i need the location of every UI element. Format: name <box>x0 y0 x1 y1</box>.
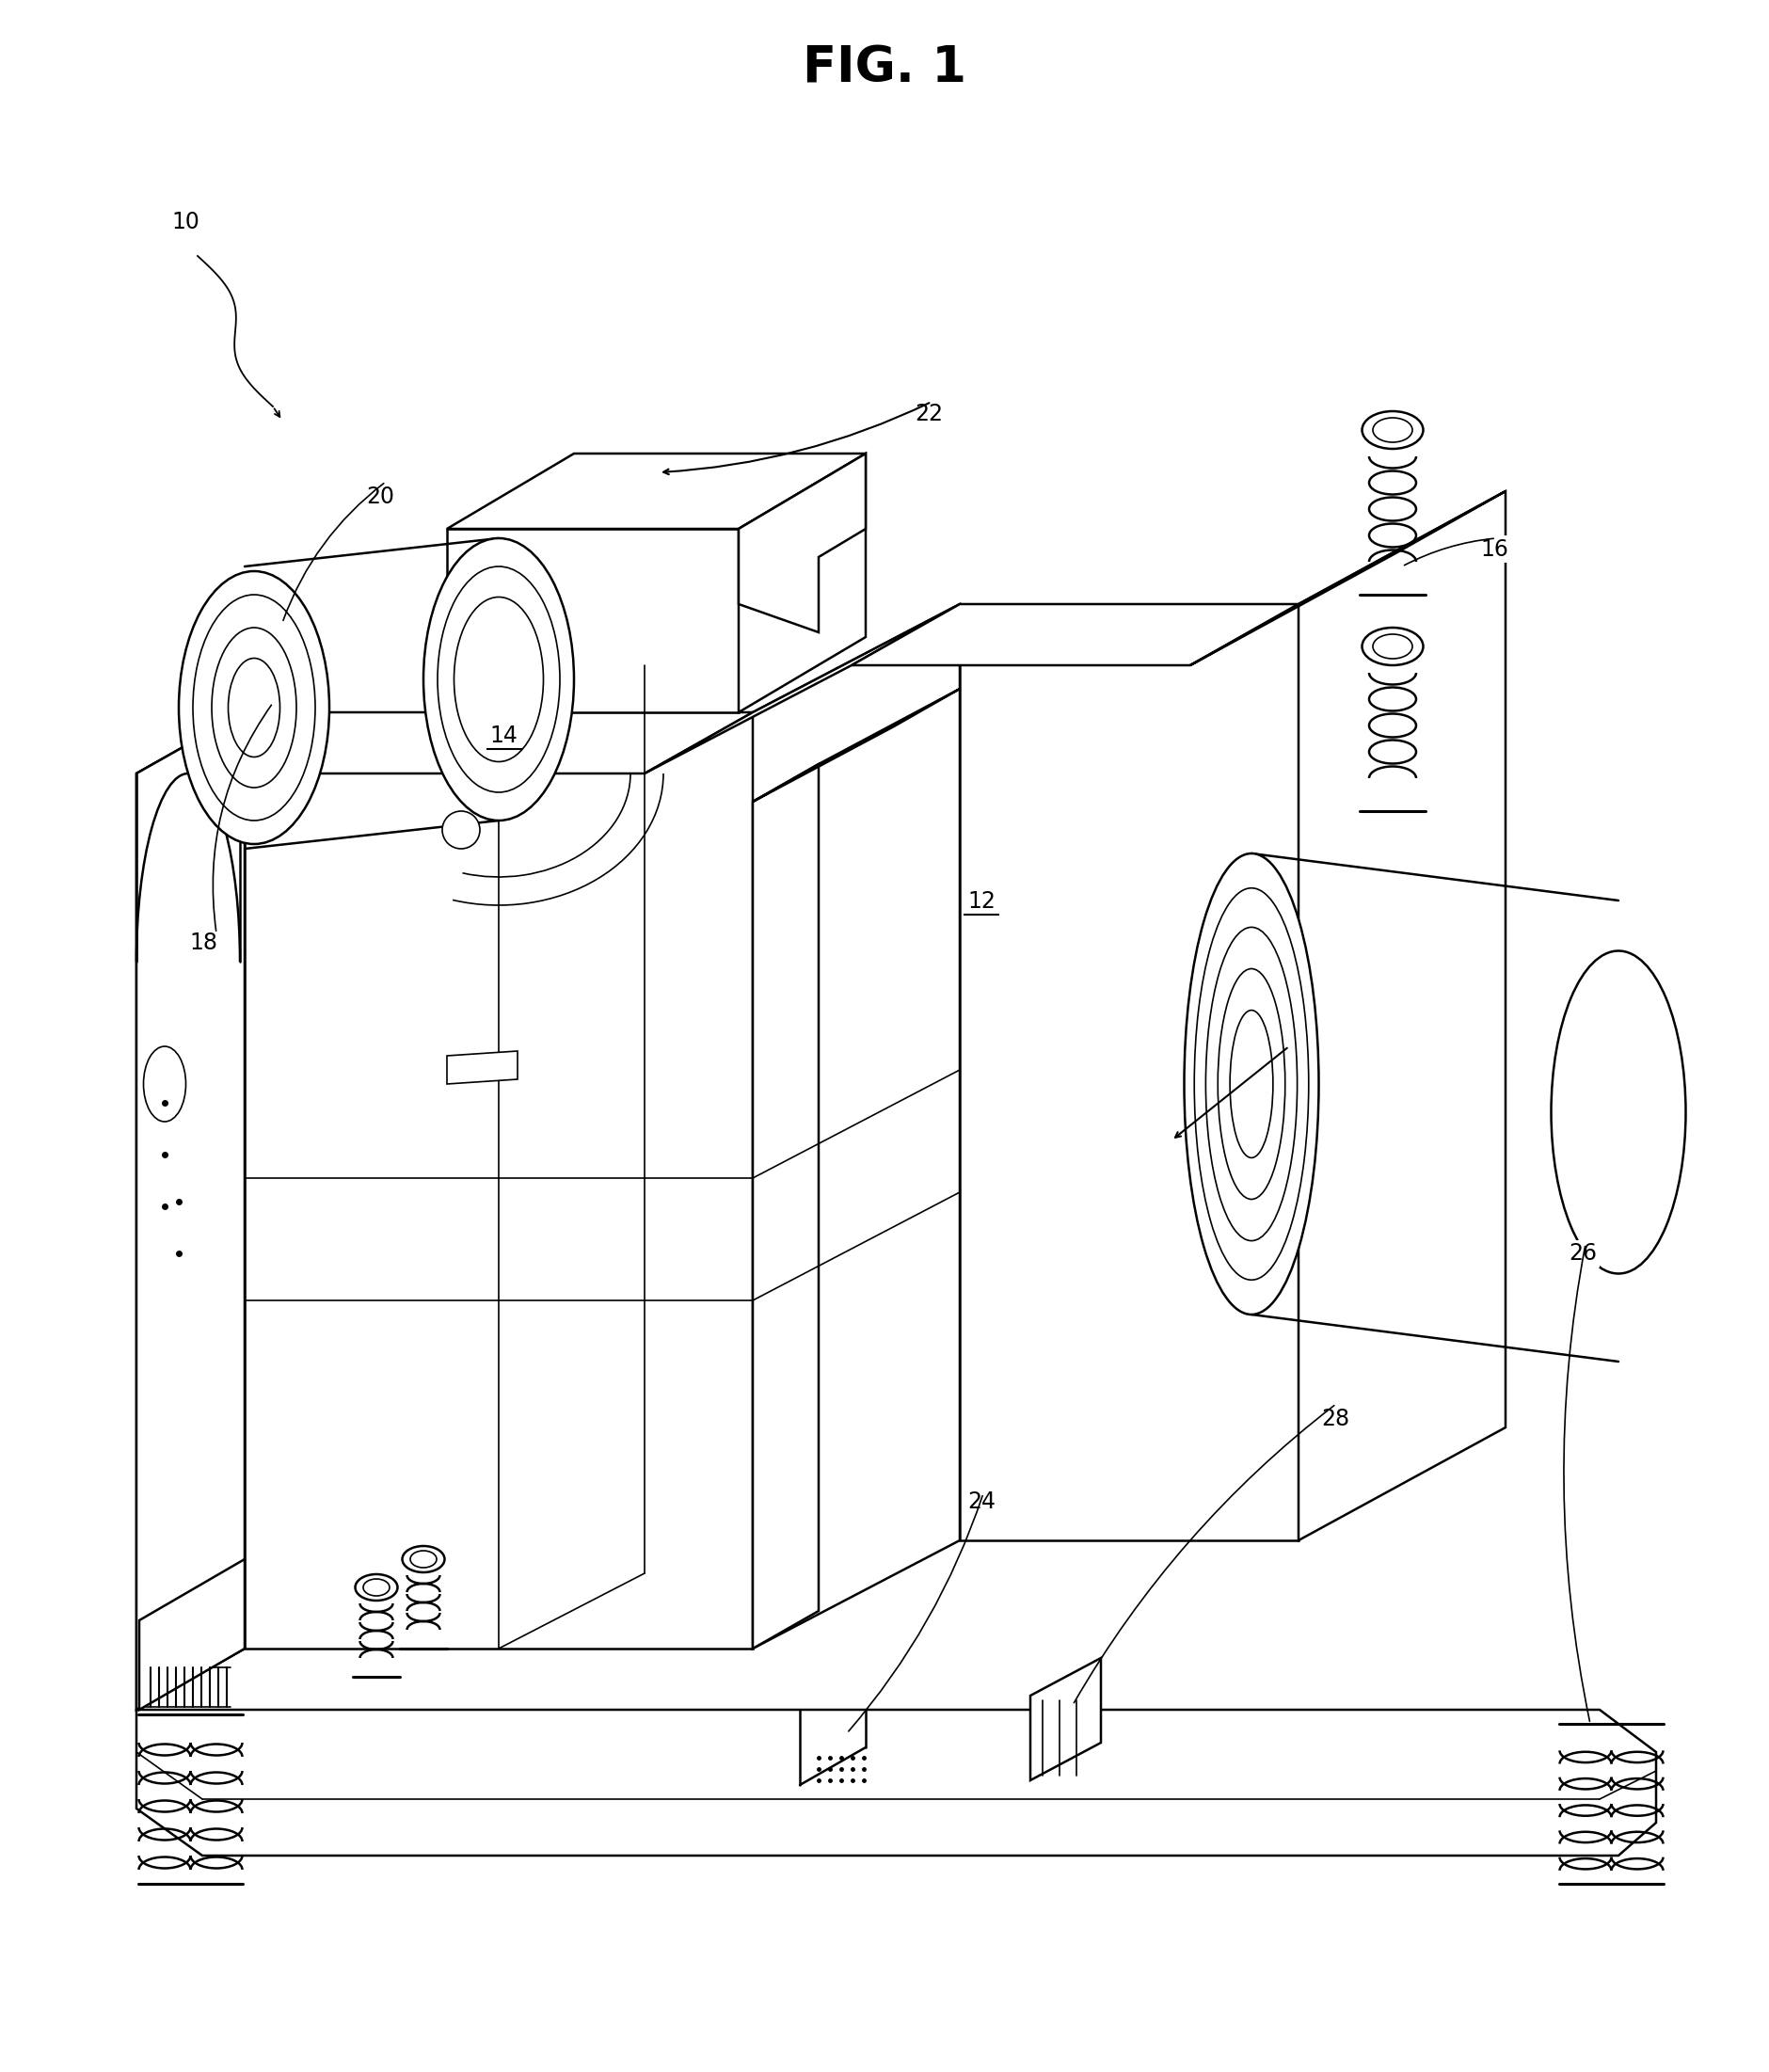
Text: 28: 28 <box>1321 1409 1350 1430</box>
Text: 12: 12 <box>968 891 996 912</box>
Text: 18: 18 <box>189 932 218 953</box>
Ellipse shape <box>442 810 479 850</box>
Ellipse shape <box>410 1550 437 1569</box>
Polygon shape <box>851 605 1298 665</box>
Text: 22: 22 <box>915 404 943 425</box>
Polygon shape <box>754 605 961 1649</box>
Polygon shape <box>754 688 961 802</box>
Polygon shape <box>644 605 961 773</box>
Polygon shape <box>448 454 865 528</box>
Polygon shape <box>739 454 865 713</box>
Polygon shape <box>739 454 865 632</box>
Polygon shape <box>244 713 754 1649</box>
Ellipse shape <box>1362 628 1424 665</box>
Text: 10: 10 <box>172 211 200 232</box>
Polygon shape <box>448 1051 518 1084</box>
Ellipse shape <box>143 1046 186 1121</box>
Ellipse shape <box>1183 854 1318 1314</box>
Polygon shape <box>136 1709 1656 1857</box>
Polygon shape <box>1298 491 1505 1539</box>
Polygon shape <box>754 765 819 1649</box>
Polygon shape <box>1030 1658 1100 1780</box>
Text: 24: 24 <box>968 1492 996 1513</box>
Text: 20: 20 <box>366 487 394 508</box>
Ellipse shape <box>1373 634 1412 659</box>
Ellipse shape <box>1551 951 1686 1274</box>
Ellipse shape <box>402 1546 444 1573</box>
Text: 14: 14 <box>490 725 518 746</box>
Ellipse shape <box>423 539 573 821</box>
Polygon shape <box>448 528 739 713</box>
Polygon shape <box>136 713 244 1709</box>
Polygon shape <box>1191 491 1505 665</box>
Polygon shape <box>961 605 1298 1539</box>
Ellipse shape <box>179 572 329 843</box>
Ellipse shape <box>363 1579 389 1595</box>
Polygon shape <box>140 1558 244 1709</box>
Text: FIG. 1: FIG. 1 <box>803 44 966 93</box>
Text: 26: 26 <box>1569 1243 1597 1264</box>
Polygon shape <box>136 713 754 773</box>
Text: 16: 16 <box>1481 539 1509 559</box>
Ellipse shape <box>356 1575 398 1600</box>
Ellipse shape <box>1362 410 1424 450</box>
Polygon shape <box>136 713 244 1709</box>
Ellipse shape <box>1373 419 1412 441</box>
